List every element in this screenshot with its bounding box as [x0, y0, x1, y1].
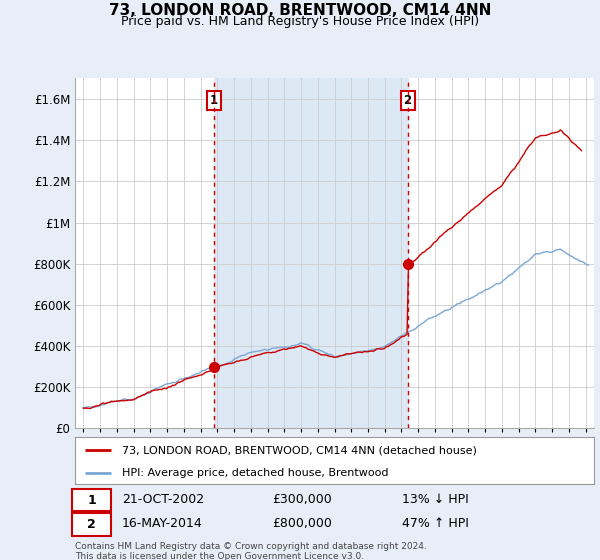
Text: £300,000: £300,000 — [272, 493, 332, 506]
FancyBboxPatch shape — [73, 514, 112, 535]
Text: £800,000: £800,000 — [272, 517, 332, 530]
Text: 2: 2 — [88, 518, 96, 531]
Bar — [214, 78, 407, 428]
FancyBboxPatch shape — [73, 489, 112, 511]
Text: 16-MAY-2014: 16-MAY-2014 — [122, 517, 202, 530]
Text: 13% ↓ HPI: 13% ↓ HPI — [402, 493, 469, 506]
Text: Price paid vs. HM Land Registry's House Price Index (HPI): Price paid vs. HM Land Registry's House … — [121, 15, 479, 28]
Text: 1: 1 — [88, 494, 96, 507]
Text: 2: 2 — [404, 94, 412, 107]
Text: Contains HM Land Registry data © Crown copyright and database right 2024.
This d: Contains HM Land Registry data © Crown c… — [75, 542, 427, 560]
Text: 47% ↑ HPI: 47% ↑ HPI — [402, 517, 469, 530]
Text: HPI: Average price, detached house, Brentwood: HPI: Average price, detached house, Bren… — [122, 468, 388, 478]
Text: 1: 1 — [210, 94, 218, 107]
Text: 73, LONDON ROAD, BRENTWOOD, CM14 4NN (detached house): 73, LONDON ROAD, BRENTWOOD, CM14 4NN (de… — [122, 445, 476, 455]
Text: 73, LONDON ROAD, BRENTWOOD, CM14 4NN: 73, LONDON ROAD, BRENTWOOD, CM14 4NN — [109, 3, 491, 18]
Text: 21-OCT-2002: 21-OCT-2002 — [122, 493, 204, 506]
